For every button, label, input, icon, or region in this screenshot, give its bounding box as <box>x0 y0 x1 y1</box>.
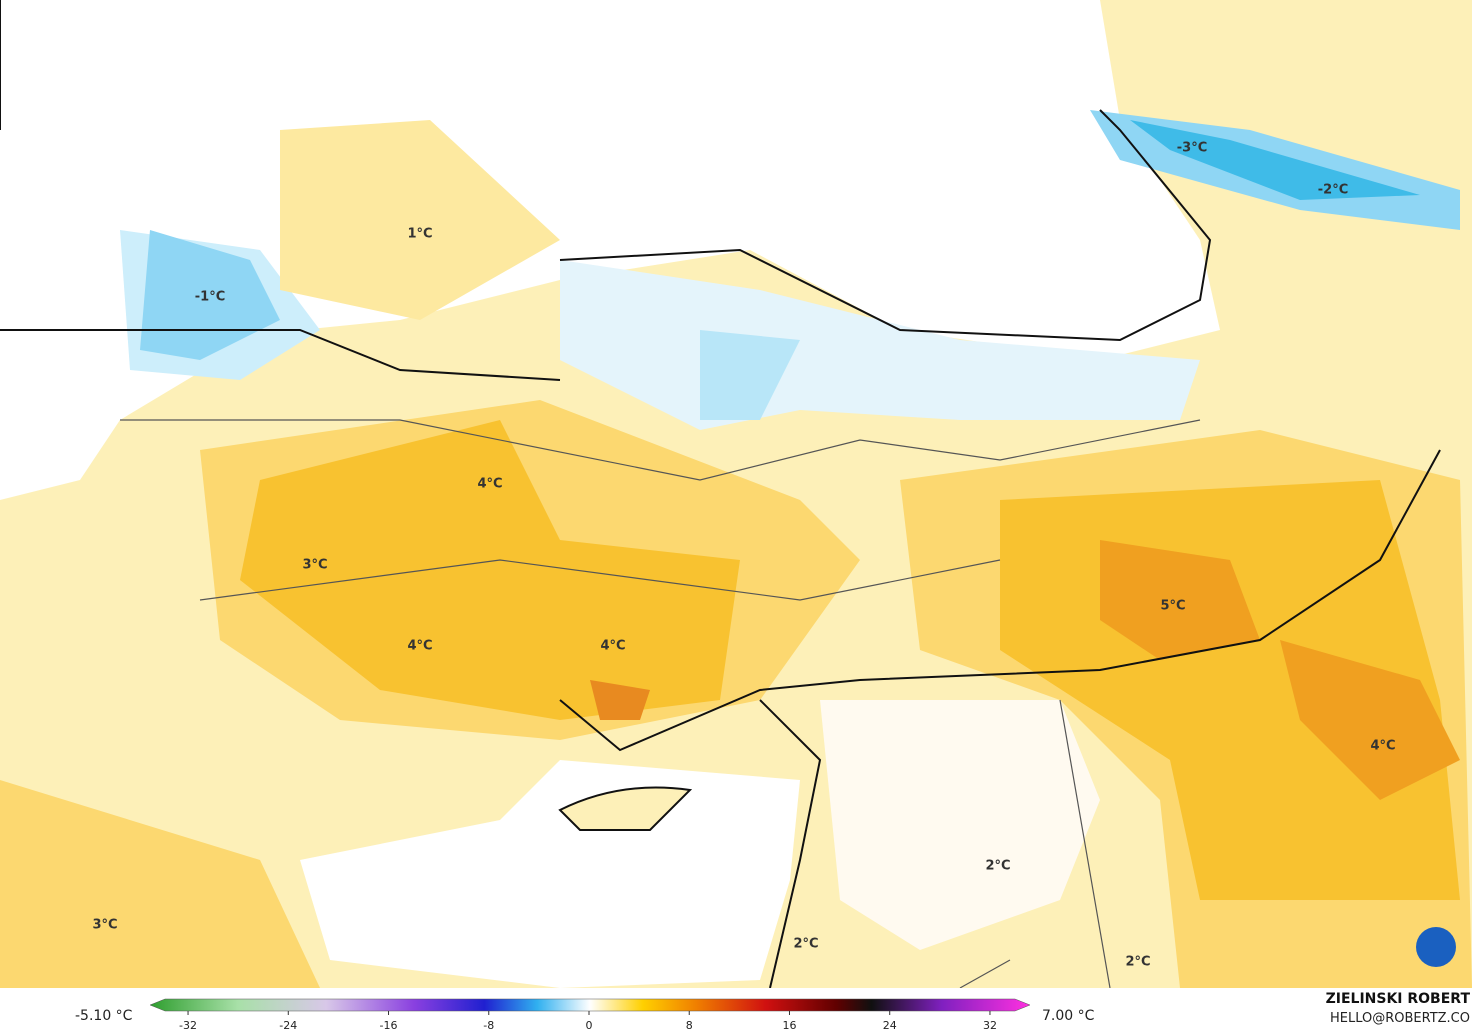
colorbar-tick-label: 32 <box>983 1019 997 1032</box>
colorbar-max: 7.00 °C <box>1042 1008 1095 1024</box>
colorbar-tick-label: 16 <box>782 1019 796 1032</box>
colorbar-tick-label: -8 <box>483 1019 494 1032</box>
map-label: 2°C <box>793 937 818 952</box>
colorbar-tick-label: -32 <box>179 1019 197 1032</box>
colorbar-tick-label: 24 <box>883 1019 897 1032</box>
map-label: -2°C <box>1318 183 1348 198</box>
noaa-logo <box>1416 927 1456 967</box>
colorbar-min: -5.10 °C <box>75 1008 133 1024</box>
map-label: 3°C <box>302 558 327 573</box>
colorbar: -32 -24 -16 -8 0 8 16 24 32 <box>0 988 1472 1035</box>
map-label: 2°C <box>985 859 1010 874</box>
colorbar-tick-label: -24 <box>279 1019 297 1032</box>
map-label: 4°C <box>407 639 432 654</box>
credit-email: HELLO@ROBERTZ.CO <box>1330 1011 1470 1026</box>
credit-name: ZIELINSKI ROBERT <box>1326 991 1471 1007</box>
map-label: -1°C <box>195 290 225 305</box>
map-label: -3°C <box>1177 141 1207 156</box>
map-label: 1°C <box>407 227 432 242</box>
colorbar-tick-label: 0 <box>586 1019 593 1032</box>
colorbar-tick-label: 8 <box>686 1019 693 1032</box>
map-label: 4°C <box>600 639 625 654</box>
colorbar-tick-label: -16 <box>380 1019 398 1032</box>
map-label: 2°C <box>1125 955 1150 970</box>
map-label: 4°C <box>1370 739 1395 754</box>
map-label: 5°C <box>1160 599 1185 614</box>
map-field <box>0 0 1472 989</box>
map-label: 3°C <box>92 918 117 933</box>
map-label: 4°C <box>477 477 502 492</box>
